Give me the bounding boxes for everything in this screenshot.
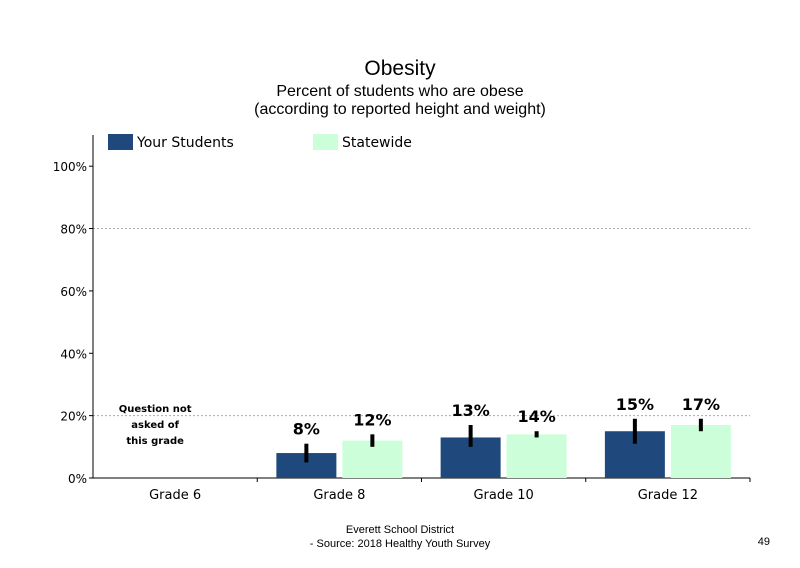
legend-label: Your Students — [136, 135, 234, 151]
data-label: 17% — [682, 395, 720, 414]
y-tick-label: 60% — [60, 285, 87, 299]
legend-swatch — [313, 134, 338, 150]
chart-title: Obesity — [364, 57, 436, 80]
x-tick-label: Grade 8 — [313, 488, 365, 503]
footer-source: - Source: 2018 Healthy Youth Survey — [309, 538, 491, 550]
data-label: 13% — [451, 401, 489, 420]
data-label: 12% — [353, 410, 391, 429]
data-label: 15% — [616, 395, 654, 414]
chart-subtitle-line-1: Percent of students who are obese — [276, 83, 524, 100]
y-tick-label: 20% — [60, 410, 87, 424]
legend-label: Statewide — [342, 135, 412, 151]
legend-swatch — [108, 134, 133, 150]
bar-statewide — [506, 434, 567, 478]
x-tick-label: Grade 10 — [473, 488, 533, 503]
x-tick-label: Grade 12 — [638, 488, 698, 503]
data-label: 8% — [293, 420, 320, 439]
not-asked-note: Question not — [119, 404, 192, 415]
y-tick-label: 40% — [60, 347, 87, 361]
y-tick-label: 80% — [60, 223, 87, 237]
not-asked-note: asked of — [131, 420, 179, 431]
x-tick-label: Grade 6 — [149, 488, 201, 503]
y-tick-label: 0% — [68, 472, 87, 486]
y-tick-label: 100% — [53, 160, 87, 174]
chart-subtitle-line-2: (according to reported height and weight… — [254, 101, 546, 118]
footer-district: Everett School District — [345, 524, 455, 536]
data-label: 14% — [517, 407, 555, 426]
bar-statewide — [670, 424, 731, 478]
page-number: 49 — [757, 536, 770, 548]
not-asked-note: this grade — [126, 436, 184, 447]
